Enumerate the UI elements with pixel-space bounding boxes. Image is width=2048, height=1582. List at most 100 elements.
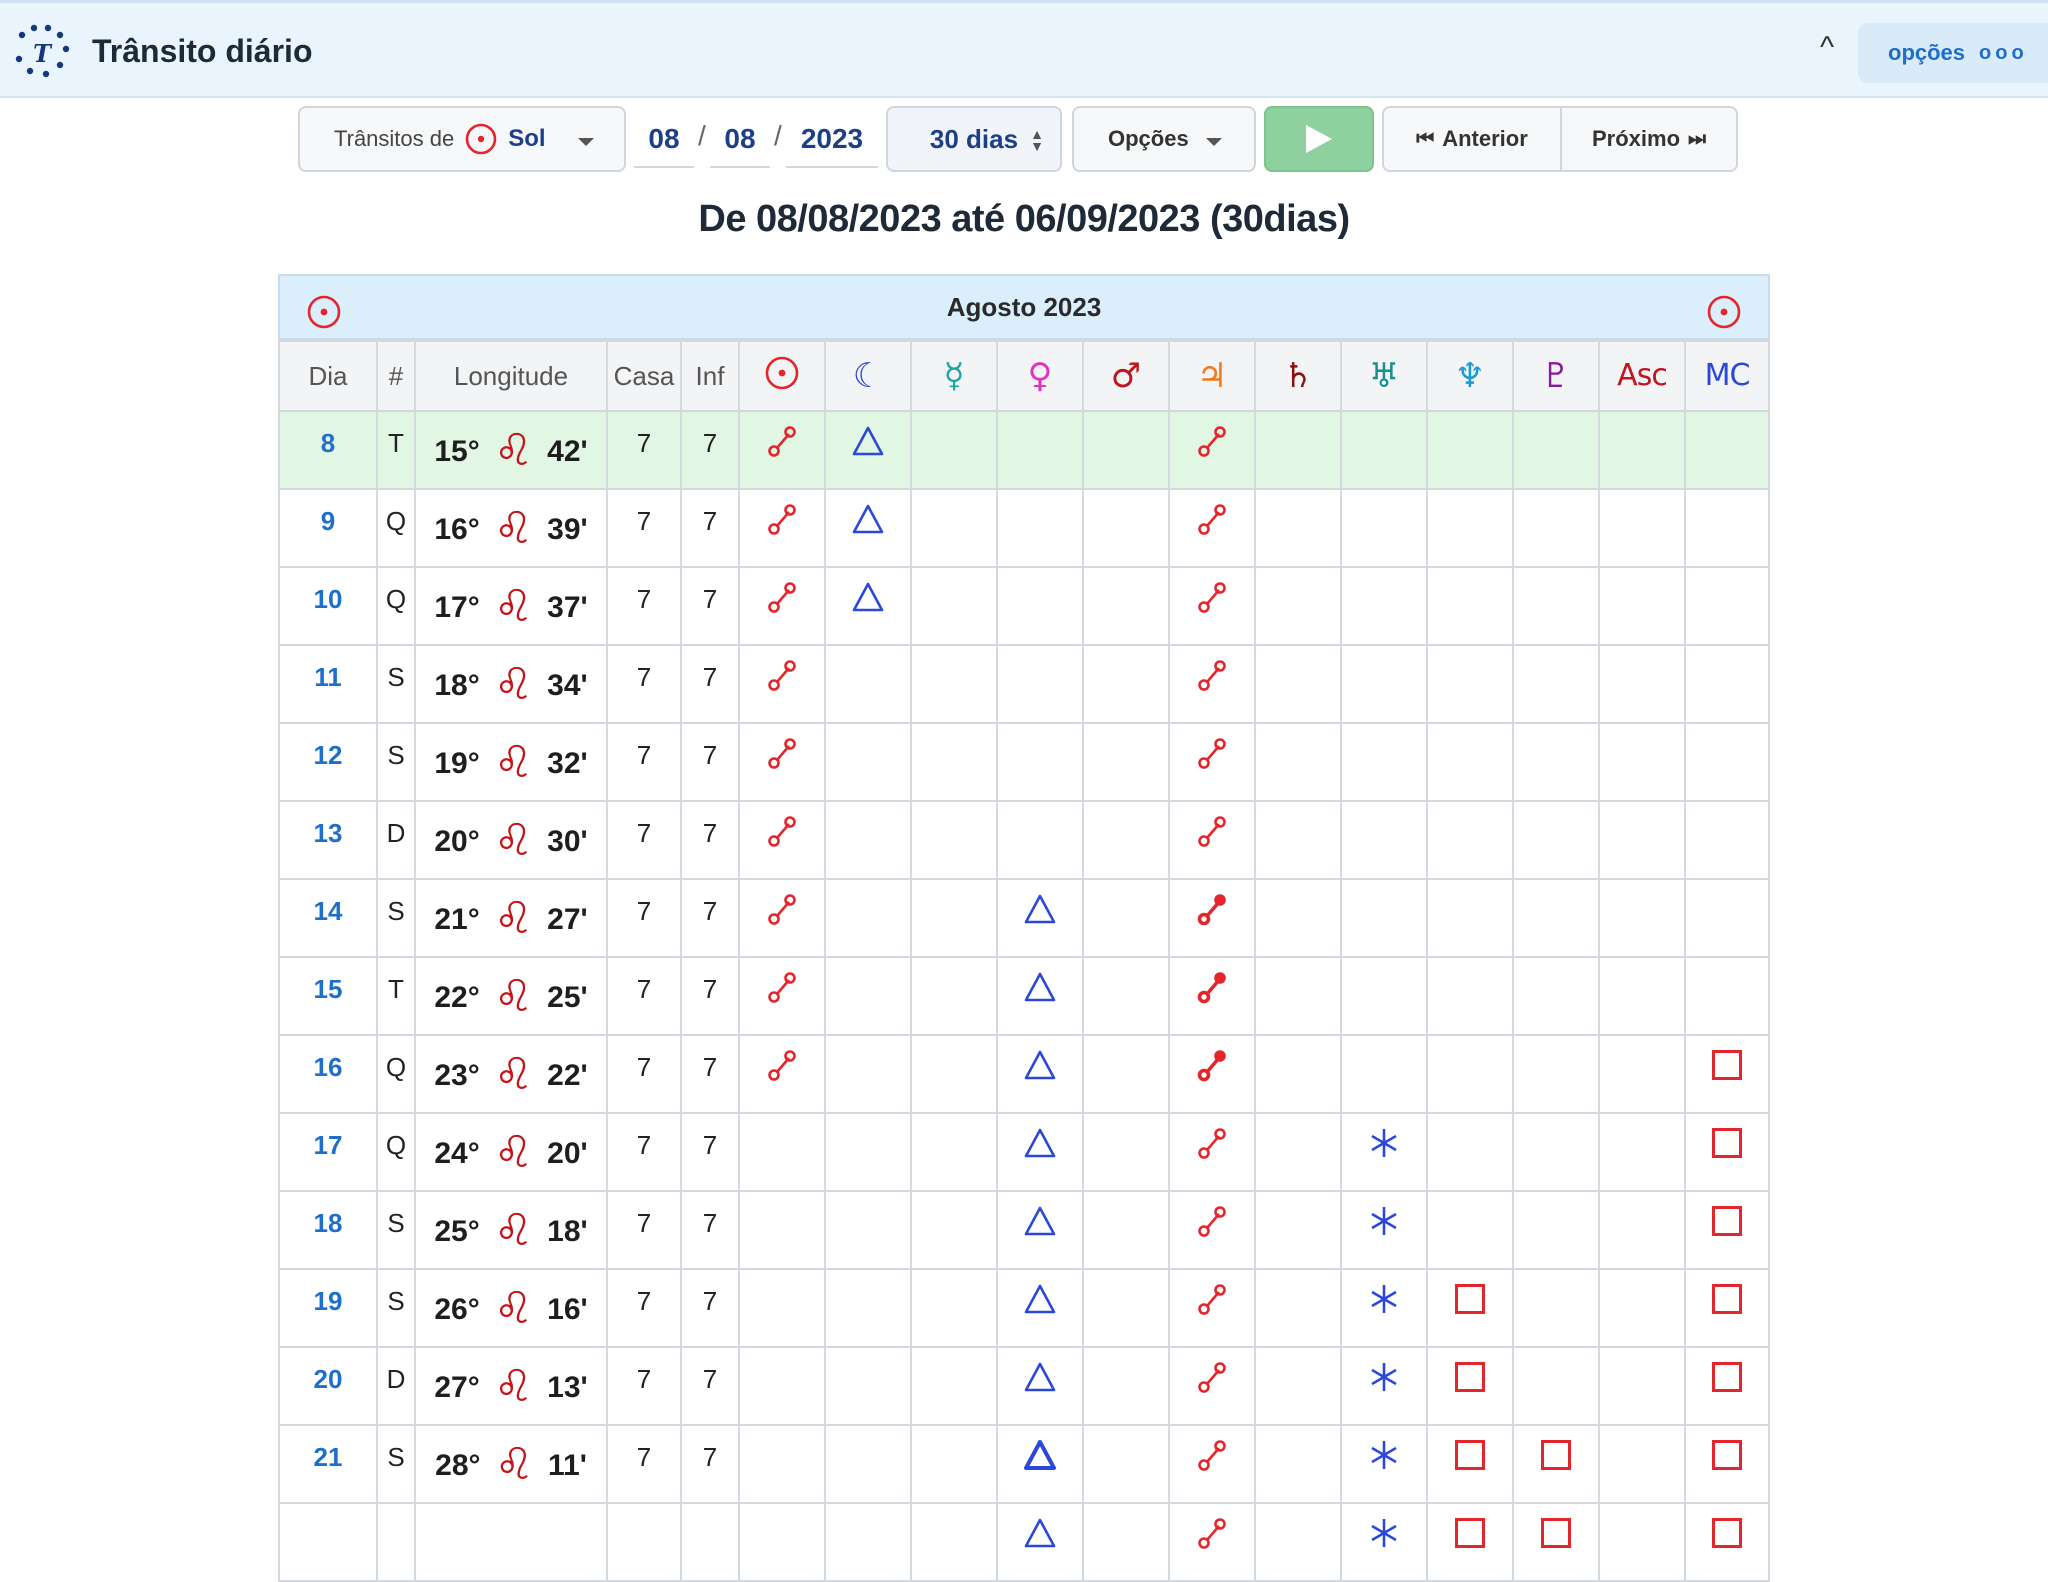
conjunction-aspect-icon[interactable] [767,736,797,776]
trine-aspect-icon[interactable] [851,503,885,542]
table-row[interactable]: 15 T 22° ♌ 25' 7 7 [278,956,1770,1036]
col-pluto[interactable]: ♇ [1512,340,1600,412]
conjunction-aspect-icon[interactable] [1197,736,1227,776]
day-link[interactable]: 11 [278,644,378,724]
day-link[interactable] [278,1502,378,1582]
conjunction-aspect-icon[interactable] [1197,970,1227,1010]
conjunction-aspect-icon[interactable] [1197,658,1227,698]
conjunction-aspect-icon[interactable] [1197,502,1227,542]
day-link[interactable]: 21 [278,1424,378,1504]
trine-aspect-icon[interactable] [1023,893,1057,932]
col-mars[interactable]: ♂ [1082,340,1170,412]
col-mc[interactable]: MC [1684,340,1770,412]
square-aspect-icon[interactable] [1455,1361,1485,1392]
col-dia[interactable]: Dia [278,340,378,412]
table-row[interactable] [278,1502,1770,1582]
day-link[interactable]: 16 [278,1034,378,1114]
conjunction-aspect-icon[interactable] [767,580,797,620]
col-inf[interactable]: Inf [680,340,740,412]
trine-aspect-icon[interactable] [1023,1283,1057,1322]
col-longitude[interactable]: Longitude [414,340,608,412]
conjunction-aspect-icon[interactable] [1197,1282,1227,1322]
day-link[interactable]: 19 [278,1268,378,1348]
year-input[interactable]: 2023 [786,112,878,168]
conjunction-aspect-icon[interactable] [1197,1438,1227,1478]
conjunction-aspect-icon[interactable] [1197,1360,1227,1400]
previous-button[interactable]: ⏮ Anterior [1384,108,1560,170]
square-aspect-icon[interactable] [1541,1439,1571,1470]
conjunction-aspect-icon[interactable] [767,424,797,464]
table-row[interactable]: 17 Q 24° ♌ 20' 7 7 [278,1112,1770,1192]
conjunction-aspect-icon[interactable] [767,814,797,854]
trine-aspect-icon[interactable] [1023,1361,1057,1400]
col-weekday[interactable]: # [376,340,416,412]
conjunction-aspect-icon[interactable] [1197,1204,1227,1244]
trine-aspect-icon[interactable] [851,425,885,464]
day-link[interactable]: 13 [278,800,378,880]
conjunction-aspect-icon[interactable] [1197,814,1227,854]
play-button[interactable] [1264,106,1374,172]
day-link[interactable]: 18 [278,1190,378,1270]
col-neptune[interactable]: ♆ [1426,340,1514,412]
next-button[interactable]: Próximo ⏭ [1560,108,1736,170]
day-input[interactable]: 08 [634,112,694,168]
table-row[interactable]: 21 S 28° ♌ 11' 7 7 [278,1424,1770,1504]
col-moon[interactable]: ☾ [824,340,912,412]
conjunction-aspect-icon[interactable] [767,1048,797,1088]
options-dropdown[interactable]: Opções [1072,106,1256,172]
square-aspect-icon[interactable] [1712,1283,1742,1314]
header-options-button[interactable]: opções ooo [1858,23,2048,83]
square-aspect-icon[interactable] [1541,1517,1571,1548]
day-link[interactable]: 8 [278,410,378,490]
table-row[interactable]: 18 S 25° ♌ 18' 7 7 [278,1190,1770,1270]
conjunction-aspect-icon[interactable] [767,970,797,1010]
conjunction-aspect-icon[interactable] [767,658,797,698]
square-aspect-icon[interactable] [1712,1361,1742,1392]
square-aspect-icon[interactable] [1455,1517,1485,1548]
col-casa[interactable]: Casa [606,340,682,412]
trine-aspect-icon[interactable] [1023,971,1057,1010]
table-row[interactable]: 10 Q 17° ♌ 37' 7 7 [278,566,1770,646]
sextile-aspect-icon[interactable] [1367,1282,1401,1323]
sextile-aspect-icon[interactable] [1367,1204,1401,1245]
col-jupiter[interactable]: ♃ [1168,340,1256,412]
square-aspect-icon[interactable] [1712,1439,1742,1470]
period-select[interactable]: 30 dias ▲ ▼ [886,106,1062,172]
square-aspect-icon[interactable] [1712,1127,1742,1158]
sextile-aspect-icon[interactable] [1367,1360,1401,1401]
table-row[interactable]: 11 S 18° ♌ 34' 7 7 [278,644,1770,724]
col-venus[interactable]: ♀ [996,340,1084,412]
trine-aspect-icon[interactable] [1023,1205,1057,1244]
sextile-aspect-icon[interactable] [1367,1516,1401,1557]
conjunction-aspect-icon[interactable] [1197,892,1227,932]
sextile-aspect-icon[interactable] [1367,1438,1401,1479]
conjunction-aspect-icon[interactable] [1197,1048,1227,1088]
month-input[interactable]: 08 [710,112,770,168]
table-row[interactable]: 19 S 26° ♌ 16' 7 7 [278,1268,1770,1348]
col-uranus[interactable]: ♅ [1340,340,1428,412]
trine-aspect-icon[interactable] [851,581,885,620]
col-saturn[interactable]: ♄ [1254,340,1342,412]
table-row[interactable]: 9 Q 16° ♌ 39' 7 7 [278,488,1770,568]
conjunction-aspect-icon[interactable] [1197,580,1227,620]
day-link[interactable]: 20 [278,1346,378,1426]
trine-aspect-icon[interactable] [1023,1049,1057,1088]
collapse-chevron-icon[interactable]: ^ [1820,31,1835,64]
col-asc[interactable]: Asc [1598,340,1686,412]
square-aspect-icon[interactable] [1712,1517,1742,1548]
app-logo-icon[interactable]: T [14,23,70,79]
table-row[interactable]: 12 S 19° ♌ 32' 7 7 [278,722,1770,802]
table-row[interactable]: 13 D 20° ♌ 30' 7 7 [278,800,1770,880]
table-row[interactable]: 16 Q 23° ♌ 22' 7 7 [278,1034,1770,1114]
trine-aspect-icon[interactable] [1023,1517,1057,1556]
trine-aspect-icon[interactable] [1023,1439,1057,1478]
conjunction-aspect-icon[interactable] [767,502,797,542]
day-link[interactable]: 12 [278,722,378,802]
square-aspect-icon[interactable] [1455,1439,1485,1470]
day-link[interactable]: 10 [278,566,378,646]
transitos-select[interactable]: Trânsitos de Sol [298,106,626,172]
conjunction-aspect-icon[interactable] [1197,1126,1227,1166]
trine-aspect-icon[interactable] [1023,1127,1057,1166]
table-row[interactable]: 20 D 27° ♌ 13' 7 7 [278,1346,1770,1426]
conjunction-aspect-icon[interactable] [767,892,797,932]
